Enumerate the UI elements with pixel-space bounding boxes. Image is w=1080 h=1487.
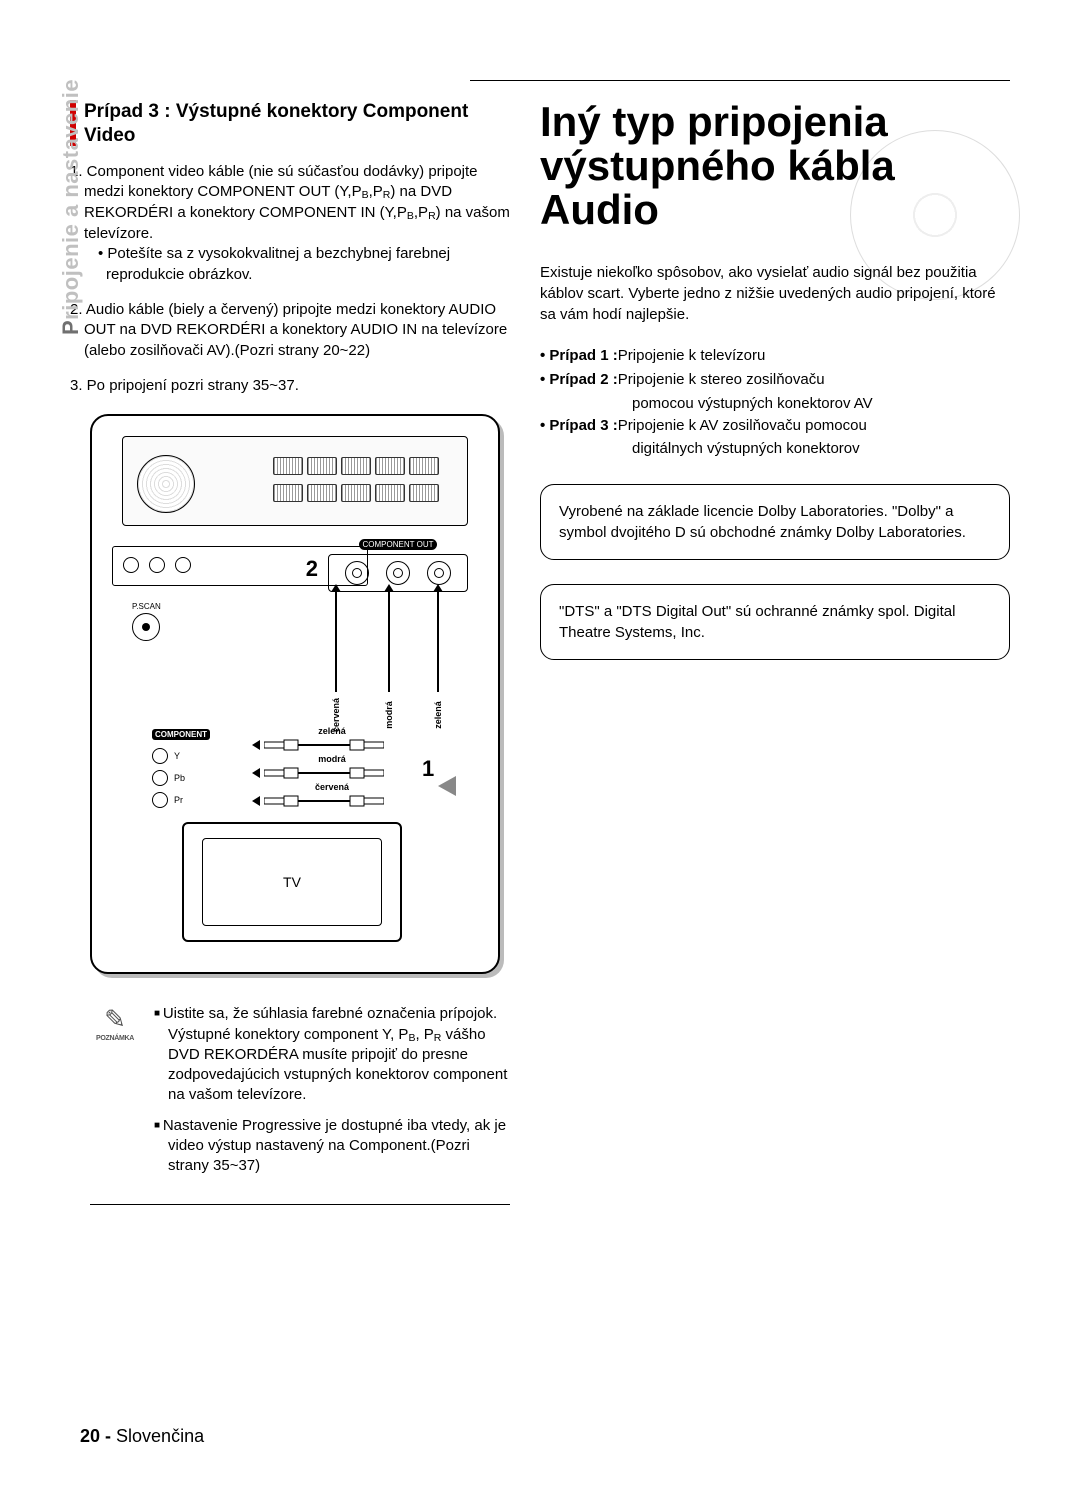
dolby-box: Vyrobené na základe licencie Dolby Labor…	[540, 484, 1010, 560]
case3-header: Prípad 3 : Výstupné konektory Component …	[70, 100, 510, 148]
vcable-green: zelená	[433, 702, 443, 730]
case-3-cont: digitálnych výstupných konektorov	[540, 438, 1010, 460]
left-column: Prípad 3 : Výstupné konektory Component …	[70, 100, 510, 1205]
component-out-label: COMPONENT OUT	[359, 539, 438, 550]
pencil-icon: ✎	[90, 1004, 140, 1035]
note-label: POZNÁMKA	[90, 1035, 140, 1042]
page-footer: 20 - Slovenčina	[80, 1426, 204, 1447]
horizontal-cables: zelená modrá červená	[252, 726, 412, 810]
case-list: • Prípad 1 : Pripojenie k televízoru • P…	[540, 345, 1010, 460]
badge-1: 1	[422, 756, 434, 782]
side-tab-first: P	[58, 320, 83, 335]
pscan-block: P.SCAN	[132, 602, 161, 643]
hcable-green: zelená	[252, 726, 412, 736]
step-1: 1. Component video káble (nie sú súčasťo…	[70, 162, 510, 286]
pscan-label: P.SCAN	[132, 602, 161, 611]
note-item-2: Nastavenie Progressive je dostupné iba v…	[154, 1116, 510, 1177]
tv-component-in: COMPONENT Y Pb Pr	[152, 724, 242, 808]
right-column: Iný typ pripojenia výstupného kábla Audi…	[540, 100, 1010, 1205]
note-list: Uistite sa, že súhlasia farebné označeni…	[154, 1004, 510, 1186]
badge-2: 2	[306, 556, 318, 582]
wiring-diagram: COMPONENT OUT 2 P.SCAN červená modrá zel…	[90, 414, 500, 974]
note-block: ✎ POZNÁMKA Uistite sa, že súhlasia fareb…	[90, 1004, 510, 1205]
note-icon: ✎ POZNÁMKA	[90, 1004, 140, 1186]
tv-device: TV	[182, 822, 402, 942]
main-heading: Iný typ pripojenia výstupného kábla Audi…	[540, 100, 1010, 232]
step-2: 2. Audio káble (biely a červený) pripojt…	[70, 300, 510, 362]
tv-screen-label: TV	[202, 838, 382, 926]
side-tab-label: Pripojenie a nastavenie	[58, 79, 84, 335]
case-1: • Prípad 1 : Pripojenie k televízoru	[540, 345, 1010, 367]
rear-ports	[273, 457, 453, 507]
vcable-blue: modrá	[384, 702, 394, 730]
hcable-red: červená	[252, 782, 412, 792]
dvd-rear-panel	[122, 436, 468, 526]
step-3: 3. Po pripojení pozri strany 35~37.	[70, 376, 510, 397]
case-3: • Prípad 3 : Pripojenie k AV zosilňovaču…	[540, 415, 1010, 437]
side-tab-rest: ripojenie a nastavenie	[58, 79, 83, 320]
hcable-blue: modrá	[252, 754, 412, 764]
vertical-cables: červená modrá zelená	[319, 584, 452, 720]
note-item-1: Uistite sa, že súhlasia farebné označeni…	[154, 1004, 510, 1105]
case-2: • Prípad 2 : Pripojenie k stereo zosilňo…	[540, 369, 1010, 391]
dts-box: "DTS" a "DTS Digital Out" sú ochranné zn…	[540, 584, 1010, 660]
step-1-bullet: • Potešíte sa z vysokokvalitnej a bezchy…	[84, 244, 510, 285]
top-rule	[470, 80, 1010, 81]
page-columns: Prípad 3 : Výstupné konektory Component …	[70, 100, 1010, 1205]
component-tag: COMPONENT	[152, 729, 210, 740]
big-arrow-left	[438, 776, 456, 796]
intro-paragraph: Existuje niekoľko spôsobov, ako vysielať…	[540, 262, 1010, 325]
case3-title: Prípad 3 : Výstupné konektory Component …	[84, 100, 510, 148]
left-body: 1. Component video káble (nie sú súčasťo…	[70, 162, 510, 397]
case-2-cont: pomocou výstupných konektorov AV	[540, 393, 1010, 415]
